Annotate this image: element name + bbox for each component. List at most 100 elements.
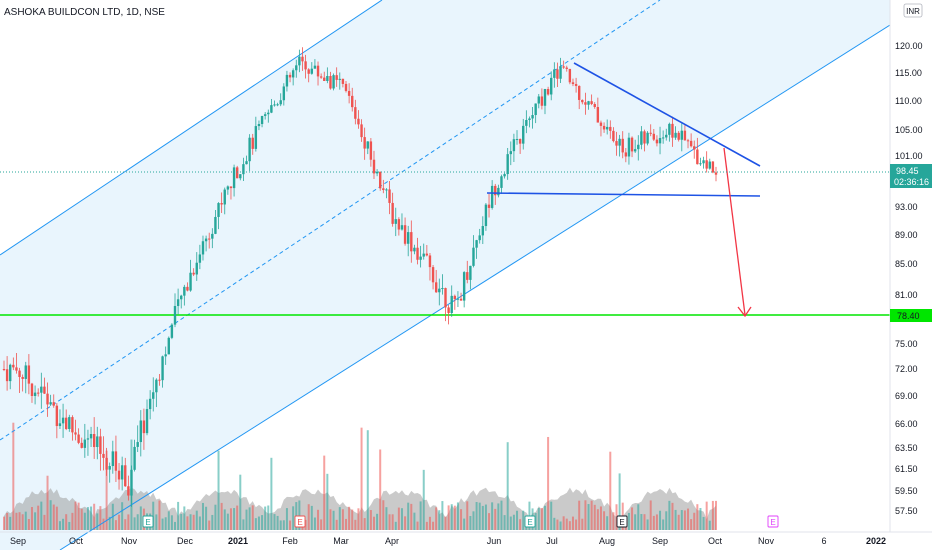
volume-bar	[12, 422, 15, 530]
candle-body	[301, 56, 304, 62]
candle-body	[441, 288, 444, 290]
event-marker[interactable]	[142, 515, 154, 528]
candle-body	[329, 75, 332, 89]
candle-body	[273, 104, 276, 106]
candle-body	[400, 225, 404, 230]
volume-bar	[394, 521, 397, 530]
candle-body	[478, 235, 481, 241]
event-marker[interactable]	[524, 515, 536, 528]
volume-bar	[245, 509, 248, 530]
volume-bar	[310, 505, 313, 530]
candle-body	[379, 171, 382, 189]
volume-bar	[223, 509, 226, 530]
candle-body	[447, 307, 450, 314]
volume-bar	[400, 508, 403, 530]
candle-body	[562, 66, 565, 68]
candle-body	[394, 219, 397, 224]
candle-body	[307, 69, 310, 74]
volume-bar	[136, 514, 139, 530]
candle-body	[124, 465, 127, 487]
volume-bar	[90, 506, 93, 530]
candle-body	[86, 438, 90, 440]
event-marker-label: E	[297, 518, 302, 527]
candle-body	[201, 241, 205, 255]
volume-bar	[519, 519, 522, 530]
candle-body	[633, 149, 637, 152]
volume-bar	[317, 509, 320, 530]
price-tick-label: 81.00	[895, 290, 918, 300]
volume-bar	[693, 512, 696, 530]
candle-body	[658, 137, 662, 144]
candle-body	[640, 131, 643, 145]
candle-body	[310, 68, 314, 74]
volume-bar	[497, 503, 500, 530]
time-tick-label: Dec	[177, 536, 194, 546]
volume-bar	[304, 519, 307, 530]
volume-bar	[643, 514, 646, 530]
candle-body	[543, 89, 547, 106]
candle-body	[167, 337, 170, 355]
time-tick-label: Aug	[599, 536, 615, 546]
candle-body	[270, 105, 273, 113]
candle-body	[326, 75, 329, 81]
candle-body	[680, 130, 683, 140]
volume-bar	[382, 500, 385, 530]
candle-body	[385, 189, 388, 191]
candle-body	[428, 255, 432, 268]
volume-bar	[220, 502, 223, 530]
volume-bar	[167, 511, 170, 530]
candle-body	[232, 167, 236, 189]
volume-bar	[634, 514, 637, 530]
volume-bar	[708, 520, 711, 530]
volume-bar	[503, 515, 506, 530]
candle-body	[366, 141, 369, 149]
volume-bar	[34, 512, 37, 530]
price-tick-label: 101.00	[895, 151, 923, 161]
candle-body	[577, 85, 581, 100]
candle-body	[490, 185, 494, 208]
volume-bar	[584, 500, 587, 530]
price-tick-label: 89.00	[895, 230, 918, 240]
candle-body	[323, 77, 326, 81]
volume-bar	[575, 519, 578, 530]
candle-body	[127, 486, 130, 496]
candle-body	[15, 367, 18, 371]
candle-body	[584, 102, 587, 105]
candle-body	[624, 152, 628, 157]
currency-badge[interactable]: INR	[903, 3, 923, 18]
event-marker[interactable]	[294, 515, 306, 528]
volume-bar	[332, 510, 335, 530]
candle-body	[192, 272, 195, 275]
candle-body	[630, 137, 634, 152]
time-tick-label: Oct	[708, 536, 723, 546]
volume-bar	[463, 518, 466, 530]
volume-bar	[198, 516, 201, 530]
channel-upper-line	[0, 0, 383, 256]
volume-bar	[15, 512, 18, 530]
volume-bar	[242, 519, 245, 530]
candle-body	[469, 265, 472, 280]
volume-bar	[425, 521, 428, 530]
price-tick-label: 66.00	[895, 419, 918, 429]
candle-body	[180, 295, 183, 300]
event-marker[interactable]	[616, 515, 628, 528]
event-marker[interactable]	[767, 515, 779, 528]
candle-body	[80, 442, 83, 448]
volume-bar	[183, 506, 186, 530]
volume-bar	[379, 449, 382, 530]
volume-bar	[24, 511, 27, 530]
volume-bar	[466, 501, 469, 530]
volume-bar	[65, 514, 68, 530]
candle-body	[646, 132, 649, 144]
volume-bar	[456, 502, 459, 530]
candle-body	[683, 130, 687, 141]
candle-body	[693, 146, 696, 150]
volume-bar	[711, 500, 714, 530]
volume-bar	[376, 513, 379, 530]
volume-bar	[43, 514, 46, 530]
support-price-badge: 78.40	[890, 309, 932, 322]
volume-bar	[335, 519, 338, 530]
candle-body	[602, 125, 606, 130]
candle-body	[198, 254, 202, 263]
